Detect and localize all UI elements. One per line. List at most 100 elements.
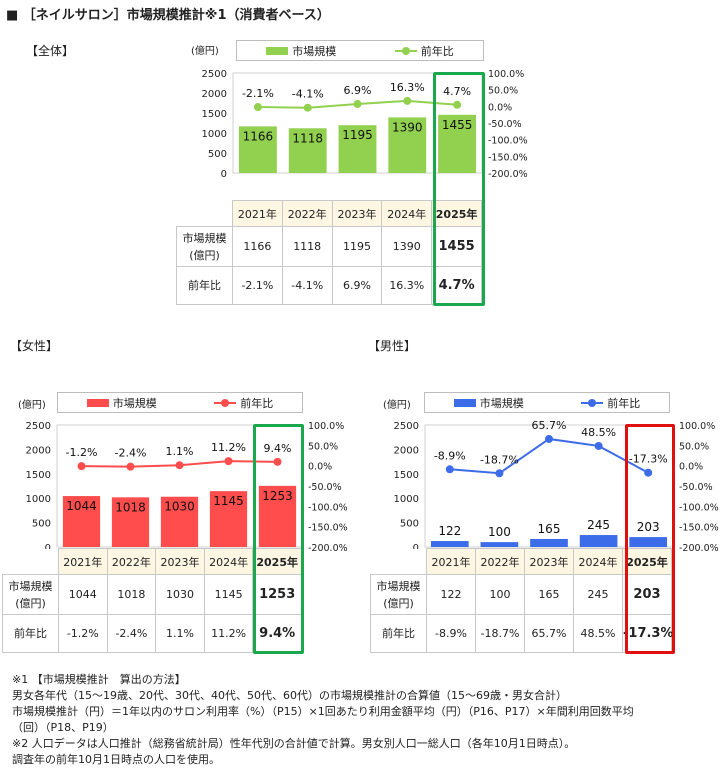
yoy-label: -17.3%: [629, 453, 668, 466]
data-table-female: 2021年 2022年 2023年 2024年 2025年 市場規模 (億円) 1…: [2, 548, 302, 653]
yoy-label: -2.4%: [115, 447, 147, 460]
year-cell: 2024年: [573, 548, 623, 575]
y-tick-label: 1000: [394, 494, 419, 505]
yoy-cell: -17.3%: [622, 614, 674, 653]
yoy-label: -1.2%: [66, 446, 98, 459]
yoy-cell: -2.4%: [106, 614, 157, 653]
legend-line-label: 前年比: [420, 44, 454, 58]
year-cell: 2023年: [331, 200, 383, 227]
yoy-point: [77, 462, 86, 471]
bar: [62, 496, 101, 547]
y-tick-label: 0: [221, 169, 227, 180]
yoy-point: [224, 457, 233, 466]
bar: [388, 117, 427, 173]
legend-bar-swatch: [86, 398, 109, 407]
size-cell: 1455: [431, 226, 482, 267]
yoy-cell: 9.4%: [252, 614, 302, 653]
yoy-cell: -4.1%: [281, 266, 333, 305]
yoy-label: 11.2%: [211, 441, 246, 454]
size-cell: 1030: [155, 574, 205, 615]
y2-tick-label: 100.0%: [488, 69, 524, 80]
yoy-label: -2.1%: [242, 87, 274, 100]
yoy-point: [403, 96, 412, 105]
footnotes: ※1 【市場規模推計 算出の方法】 男女各年代（15～19歳、20代、30代、4…: [12, 672, 634, 768]
highlight-2025-total: [433, 72, 485, 306]
y-tick-label: 2500: [26, 421, 51, 432]
yoy-label: 65.7%: [532, 419, 567, 432]
y-tick-label: 500: [400, 519, 419, 530]
size-cell: 245: [573, 574, 623, 615]
size-cell: 165: [524, 574, 574, 615]
bar-value-label: 1195: [342, 128, 373, 142]
section-label-female: 【女性】: [10, 339, 59, 353]
y2-tick-label: -150.0%: [488, 152, 528, 163]
size-cell: 1018: [106, 574, 157, 615]
yoy-label: 16.3%: [390, 81, 425, 94]
y2-tick-label: -100.0%: [488, 136, 528, 147]
bar-value-label: 1455: [442, 118, 473, 132]
page-title: ■ ［ネイルサロン］市場規模推計※1（消費者ベース）: [6, 8, 330, 23]
year-cell: 2025年: [431, 200, 482, 227]
yoy-label: 48.5%: [581, 426, 616, 439]
bar: [480, 542, 519, 547]
yoy-point: [545, 434, 553, 443]
y2-tick-label: 100.0%: [679, 421, 715, 432]
y2-tick-label: -200.0%: [679, 543, 719, 554]
bar: [258, 485, 297, 547]
row-header-yoy: 前年比: [370, 614, 427, 653]
year-row: 2021年 2022年 2023年 2024年 2025年: [370, 548, 672, 575]
y-tick-label: 1000: [202, 129, 227, 140]
yoy-cell: -1.2%: [58, 614, 108, 653]
bar: [438, 114, 477, 173]
bar-value-label: 245: [587, 518, 610, 532]
legend-total: 市場規模 前年比: [236, 40, 484, 61]
bar-value-label: 165: [538, 522, 561, 536]
size-cell: 1166: [232, 226, 283, 267]
yoy-label: 6.9%: [344, 84, 372, 97]
bar-value-label: 100: [488, 525, 511, 539]
y2-tick-label: -150.0%: [308, 523, 348, 534]
yoy-label: 4.7%: [443, 85, 471, 98]
size-cell: 1118: [281, 226, 333, 267]
y2-tick-label: -50.0%: [488, 119, 522, 130]
bar-value-label: 1018: [115, 500, 146, 514]
legend-item-line: 前年比: [214, 395, 273, 411]
year-cell: 2025年: [622, 548, 672, 575]
legend-line-swatch: [214, 398, 237, 407]
year-cell: 2021年: [232, 200, 283, 227]
y-tick-label: 500: [32, 519, 51, 530]
unit-label-male: (億円): [383, 400, 411, 411]
highlight-2025-male: [625, 424, 675, 654]
yoy-cell: 16.3%: [381, 266, 433, 305]
note-line: 市場規模推計（円）＝1年以内のサロン利用率（%）（P15）×1回あたり利用金額平…: [12, 705, 634, 718]
legend-female: 市場規模 前年比: [57, 392, 303, 413]
y2-tick-label: -100.0%: [308, 502, 348, 513]
bar: [288, 128, 327, 173]
legend-item-bar: 市場規模: [86, 395, 157, 411]
yoy-label: 9.4%: [264, 442, 292, 455]
legend-line-swatch: [394, 46, 417, 55]
row-header-yoy: 前年比: [2, 614, 59, 653]
y2-tick-label: -100.0%: [679, 502, 719, 513]
yoy-cell: -18.7%: [475, 614, 525, 653]
yoy-point: [495, 469, 504, 478]
y-tick-label: 2000: [26, 445, 51, 456]
legend-line-swatch: [581, 398, 604, 407]
y2-tick-label: 100.0%: [308, 421, 344, 432]
year-cell: 2024年: [381, 200, 433, 227]
legend-item-bar: 市場規模: [453, 395, 524, 411]
yoy-cell: 11.2%: [203, 614, 254, 653]
unit-label-total: (億円): [191, 46, 219, 57]
yoy-point: [353, 100, 362, 109]
bar: [160, 496, 199, 547]
y-tick-label: 500: [208, 149, 227, 160]
yoy-point: [594, 441, 603, 450]
section-label-male: 【男性】: [368, 339, 417, 353]
bar-value-label: 122: [438, 524, 461, 538]
bar: [209, 491, 248, 547]
bar: [530, 538, 568, 547]
size-cell: 1145: [203, 574, 254, 615]
yoy-point: [253, 103, 262, 112]
yoy-label: 1.1%: [166, 445, 194, 458]
year-cell: 2025年: [252, 548, 302, 575]
